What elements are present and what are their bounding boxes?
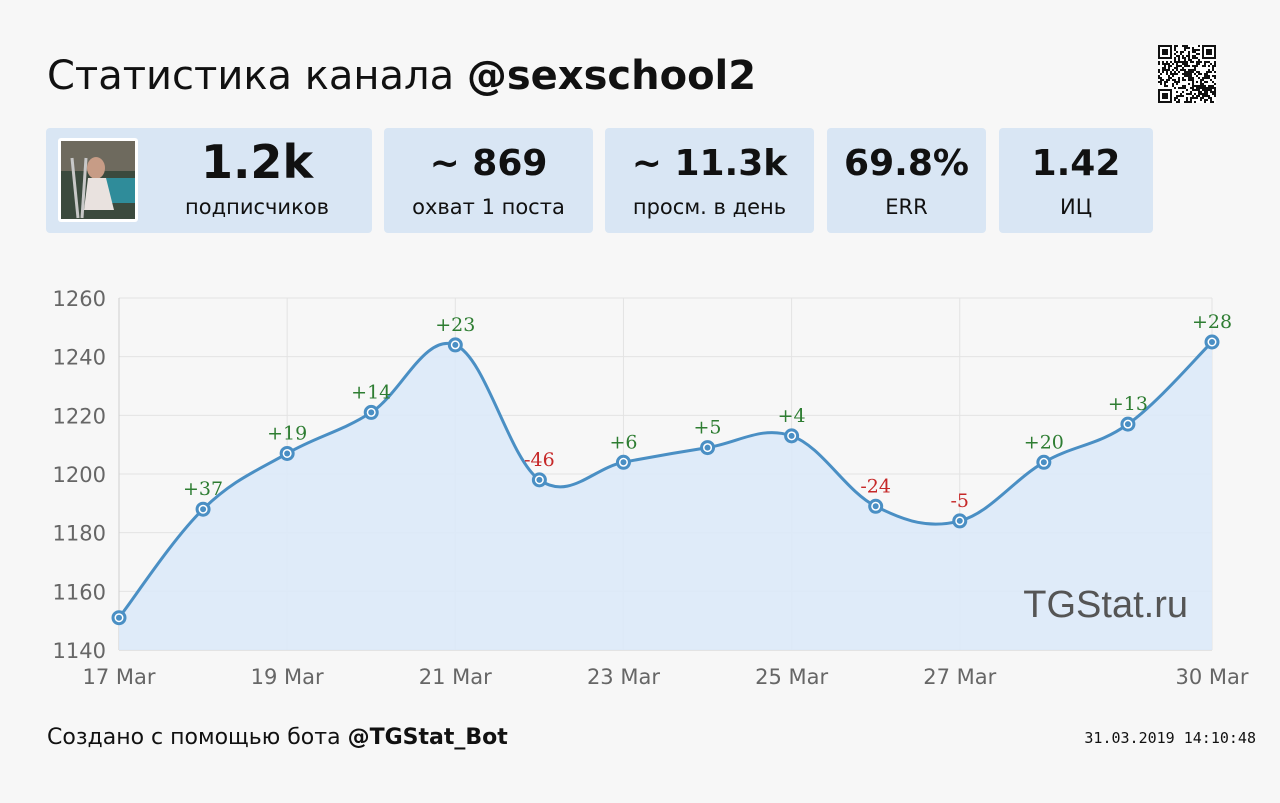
stat-card-daily-views: ~ 11.3k просм. в день <box>605 128 814 233</box>
delta-label: +13 <box>1108 393 1148 415</box>
data-point-core <box>452 341 459 348</box>
page-title: Статистика канала @sexschool2 <box>47 52 756 100</box>
x-tick-label: 25 Mar <box>755 665 828 689</box>
data-point-core <box>1040 459 1047 466</box>
watermark: TGStat.ru <box>1023 584 1188 626</box>
y-tick-label: 1160 <box>53 580 106 604</box>
delta-label: +20 <box>1024 431 1064 453</box>
delta-label: -24 <box>860 475 891 497</box>
delta-label: +23 <box>435 314 475 336</box>
stat-card-subscribers: 1.2k подписчиков <box>46 128 372 233</box>
stat-card-ci: 1.42 ИЦ <box>999 128 1153 233</box>
stat-card-err: 69.8% ERR <box>827 128 986 233</box>
footer-prefix: Создано с помощью бота <box>47 725 341 750</box>
y-tick-label: 1240 <box>53 346 106 370</box>
data-point-core <box>704 444 711 451</box>
delta-label: +5 <box>694 417 722 439</box>
bot-link[interactable]: @TGStat_Bot <box>347 725 508 750</box>
stat-value: ~ 11.3k <box>631 143 788 184</box>
subscribers-chart: 1140 1160 1180 1200 1220 1240 1260 17 Mar 19 Ma… <box>53 287 1249 689</box>
data-point-core <box>116 614 122 621</box>
x-tick-label: 23 Mar <box>587 665 660 689</box>
stat-value: 1.42 <box>1031 143 1121 184</box>
data-point-core <box>788 432 795 439</box>
data-point-core <box>284 450 291 457</box>
stat-value: 69.8% <box>844 143 969 184</box>
stat-label: охват 1 поста <box>412 195 565 219</box>
stat-label: просм. в день <box>632 195 787 219</box>
data-point-core <box>956 517 963 524</box>
data-point-core <box>872 503 879 510</box>
y-tick-label: 1200 <box>53 463 106 487</box>
stat-card-reach: ~ 869 охват 1 поста <box>384 128 593 233</box>
y-tick-label: 1140 <box>53 639 106 663</box>
stat-value: ~ 869 <box>429 143 548 184</box>
data-point-core <box>368 409 375 416</box>
x-tick-label: 19 Mar <box>251 665 324 689</box>
data-point-core <box>1209 339 1215 345</box>
qr-code-icon <box>1158 45 1216 103</box>
timestamp: 31.03.2019 14:10:48 <box>1084 729 1256 747</box>
delta-label: +4 <box>778 405 806 427</box>
delta-label: +37 <box>183 478 223 500</box>
delta-label: +28 <box>1192 311 1232 333</box>
data-point-core <box>200 506 207 513</box>
stat-value: 1.2k <box>200 135 314 189</box>
y-tick-label: 1260 <box>53 287 106 311</box>
chart-area <box>119 342 1212 650</box>
x-tick-label: 27 Mar <box>923 665 996 689</box>
avatar <box>58 138 138 222</box>
x-tick-label: 30 Mar <box>1175 665 1248 689</box>
data-point-core <box>536 476 543 483</box>
delta-label: +19 <box>267 422 307 444</box>
data-point-core <box>1124 421 1131 428</box>
title-prefix: Статистика канала <box>47 53 455 99</box>
channel-name: @sexschool2 <box>466 53 757 99</box>
stat-label: ERR <box>885 195 928 219</box>
delta-label: -5 <box>951 490 970 512</box>
footer-credit: Создано с помощью бота @TGStat_Bot <box>47 724 508 752</box>
y-tick-label: 1220 <box>53 404 106 428</box>
stat-label: ИЦ <box>1059 195 1092 219</box>
x-tick-label: 17 Mar <box>82 665 155 689</box>
y-tick-label: 1180 <box>53 522 106 546</box>
x-tick-label: 21 Mar <box>419 665 492 689</box>
delta-label: +6 <box>609 431 637 453</box>
data-point-core <box>620 459 627 466</box>
delta-label: -46 <box>524 449 555 471</box>
delta-label: +14 <box>351 381 391 403</box>
stat-label: подписчиков <box>185 195 329 219</box>
